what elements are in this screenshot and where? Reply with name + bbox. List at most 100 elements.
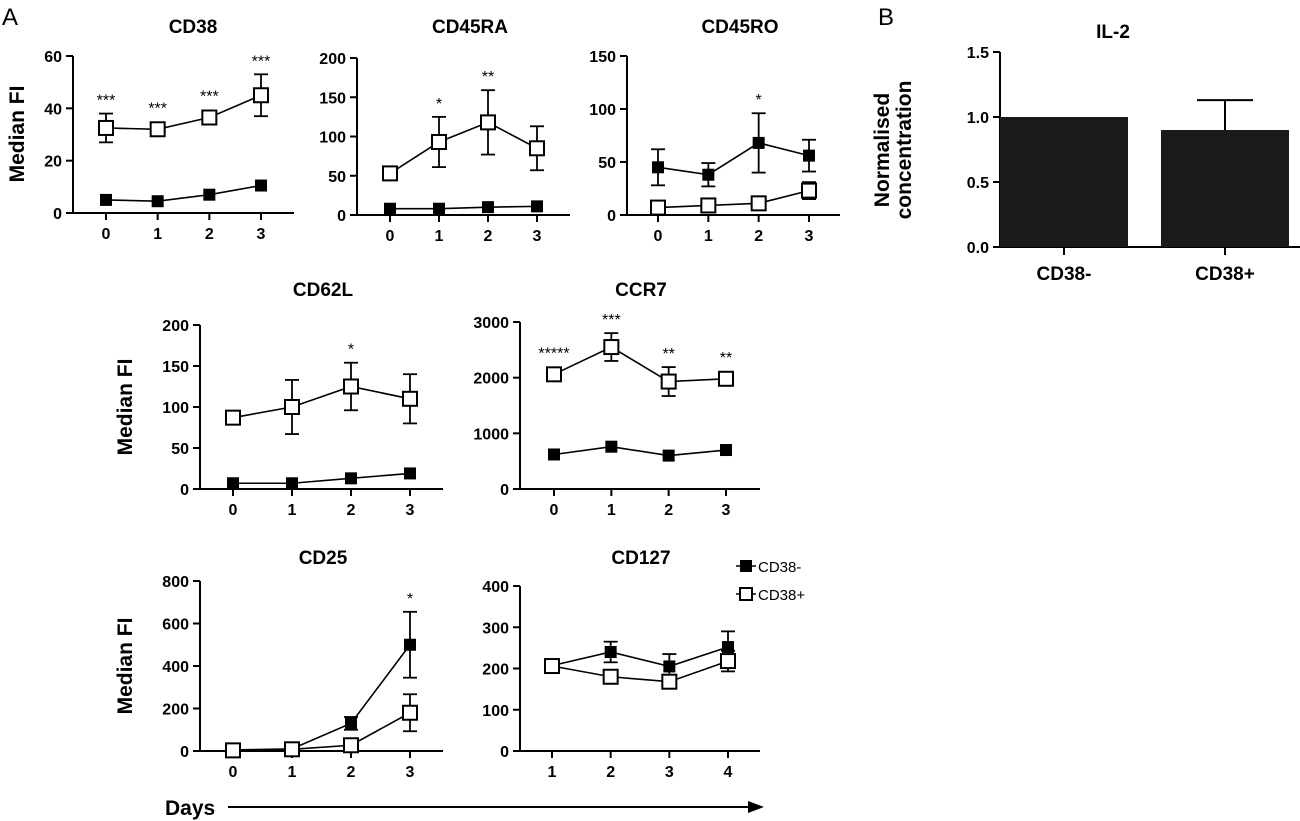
filled-square-marker — [345, 717, 357, 730]
chart-title: CD38 — [169, 17, 218, 38]
series-line — [551, 646, 729, 668]
y-tick-label: 100 — [482, 703, 509, 720]
open-square-marker — [253, 87, 269, 104]
open-square-marker — [225, 742, 241, 759]
y-tick-label: 0 — [180, 744, 189, 761]
chart-title: CD62L — [293, 280, 354, 301]
filled-square-marker — [662, 449, 675, 462]
filled-square-marker — [720, 444, 732, 457]
x-tick-label: 2 — [484, 228, 493, 245]
y-tick-label: 100 — [162, 400, 189, 417]
x-tick-label: 3 — [805, 228, 814, 245]
series-line — [657, 142, 810, 176]
x-tick-label: 2 — [347, 502, 356, 519]
legend-label-cd38-pos: CD38+ — [758, 587, 805, 604]
series-line — [105, 184, 262, 203]
chart-cd45ro: CD45RO 0 50 100 150 0 1 2 3 * — [589, 17, 840, 245]
series-line — [657, 189, 810, 209]
x-tick-label: 3 — [665, 764, 674, 781]
series-line — [232, 644, 411, 751]
y-axis-label: concentration — [893, 81, 916, 220]
y-tick-label: 40 — [44, 101, 62, 118]
x-tick-label: CD38+ — [1195, 264, 1255, 285]
chart-title: CD45RA — [432, 17, 508, 38]
y-tick-label: 150 — [319, 90, 346, 107]
y-tick-label: 0 — [180, 482, 189, 499]
y-tick-label: 100 — [589, 102, 616, 119]
filled-square-marker — [482, 201, 494, 214]
filled-square-marker — [227, 477, 239, 490]
significance-label: *** — [148, 100, 167, 117]
significance-label: ** — [720, 350, 732, 367]
y-tick-label: 3000 — [473, 315, 509, 332]
filled-square-marker — [752, 136, 765, 149]
x-tick-label: 3 — [533, 228, 542, 245]
y-tick-label: 0 — [500, 482, 509, 499]
series-cd38-neg — [548, 440, 732, 462]
significance-label: ***** — [538, 345, 569, 362]
y-tick-label: 2000 — [473, 371, 509, 388]
significance-label: ** — [662, 346, 674, 363]
chart-cd25: CD25 Median FI 0 200 400 600 800 0 1 2 3 * — [114, 548, 443, 781]
open-square-marker — [284, 741, 300, 758]
y-tick-label: 800 — [162, 574, 189, 591]
filled-square-marker — [702, 168, 715, 181]
filled-square-marker — [345, 472, 357, 485]
open-square-marker — [650, 199, 666, 216]
open-square-marker — [700, 197, 717, 214]
filled-square-marker — [433, 202, 445, 215]
filled-square-marker — [384, 202, 396, 215]
x-tick-label: 0 — [229, 502, 238, 519]
legend: CD38- CD38+ — [736, 559, 805, 604]
filled-square-marker — [255, 179, 267, 192]
y-tick-label: 600 — [162, 617, 189, 634]
x-tick-label: CD38- — [1037, 264, 1092, 285]
filled-square-marker — [663, 660, 676, 673]
panel-label-b: B — [878, 4, 894, 31]
x-tick-label: 3 — [406, 502, 415, 519]
y-tick-label: 400 — [482, 579, 509, 596]
y-tick-label: 0 — [500, 744, 509, 761]
significance-label: *** — [602, 312, 621, 329]
open-square-marker — [750, 195, 767, 212]
series-line — [233, 472, 411, 485]
open-square-marker — [343, 737, 359, 754]
y-tick-label: 200 — [162, 318, 189, 335]
series-cd38-pos — [650, 181, 817, 216]
significance-label: *** — [252, 53, 271, 70]
open-square-marker — [201, 109, 218, 126]
open-square-marker — [382, 165, 398, 182]
series-line — [551, 660, 729, 683]
filled-square-marker — [404, 638, 416, 651]
series-cd38-pos — [382, 89, 545, 182]
y-axis-label: Normalised — [871, 93, 894, 207]
x-tick-label: 2 — [754, 228, 763, 245]
significance-label: * — [756, 92, 762, 109]
filled-square-marker — [604, 646, 617, 658]
significance-label: * — [348, 342, 354, 359]
x-tick-label: 3 — [722, 502, 731, 519]
open-square-marker — [402, 390, 418, 407]
panel-label-a: A — [2, 4, 18, 31]
legend-marker-cd38-neg — [740, 560, 752, 572]
y-tick-label: 0.0 — [967, 240, 989, 257]
bar — [1161, 130, 1289, 247]
y-tick-label: 1.0 — [967, 110, 989, 127]
x-tick-label: 4 — [724, 764, 733, 781]
open-square-marker — [603, 339, 620, 356]
y-tick-label: 200 — [319, 51, 346, 68]
days-axis: Days — [165, 797, 764, 820]
y-tick-label: 20 — [44, 154, 62, 171]
y-tick-label: 300 — [482, 620, 509, 637]
filled-square-marker — [803, 149, 815, 162]
open-square-marker — [480, 114, 496, 131]
open-square-marker — [402, 704, 418, 721]
series-line — [232, 385, 411, 419]
chart-cd127: CD127 0 100 200 300 400 1 2 3 4 — [482, 548, 760, 781]
y-axis-label: Median FI — [114, 359, 137, 456]
chart-title: CD45RO — [701, 17, 778, 38]
x-tick-label: 3 — [406, 764, 415, 781]
